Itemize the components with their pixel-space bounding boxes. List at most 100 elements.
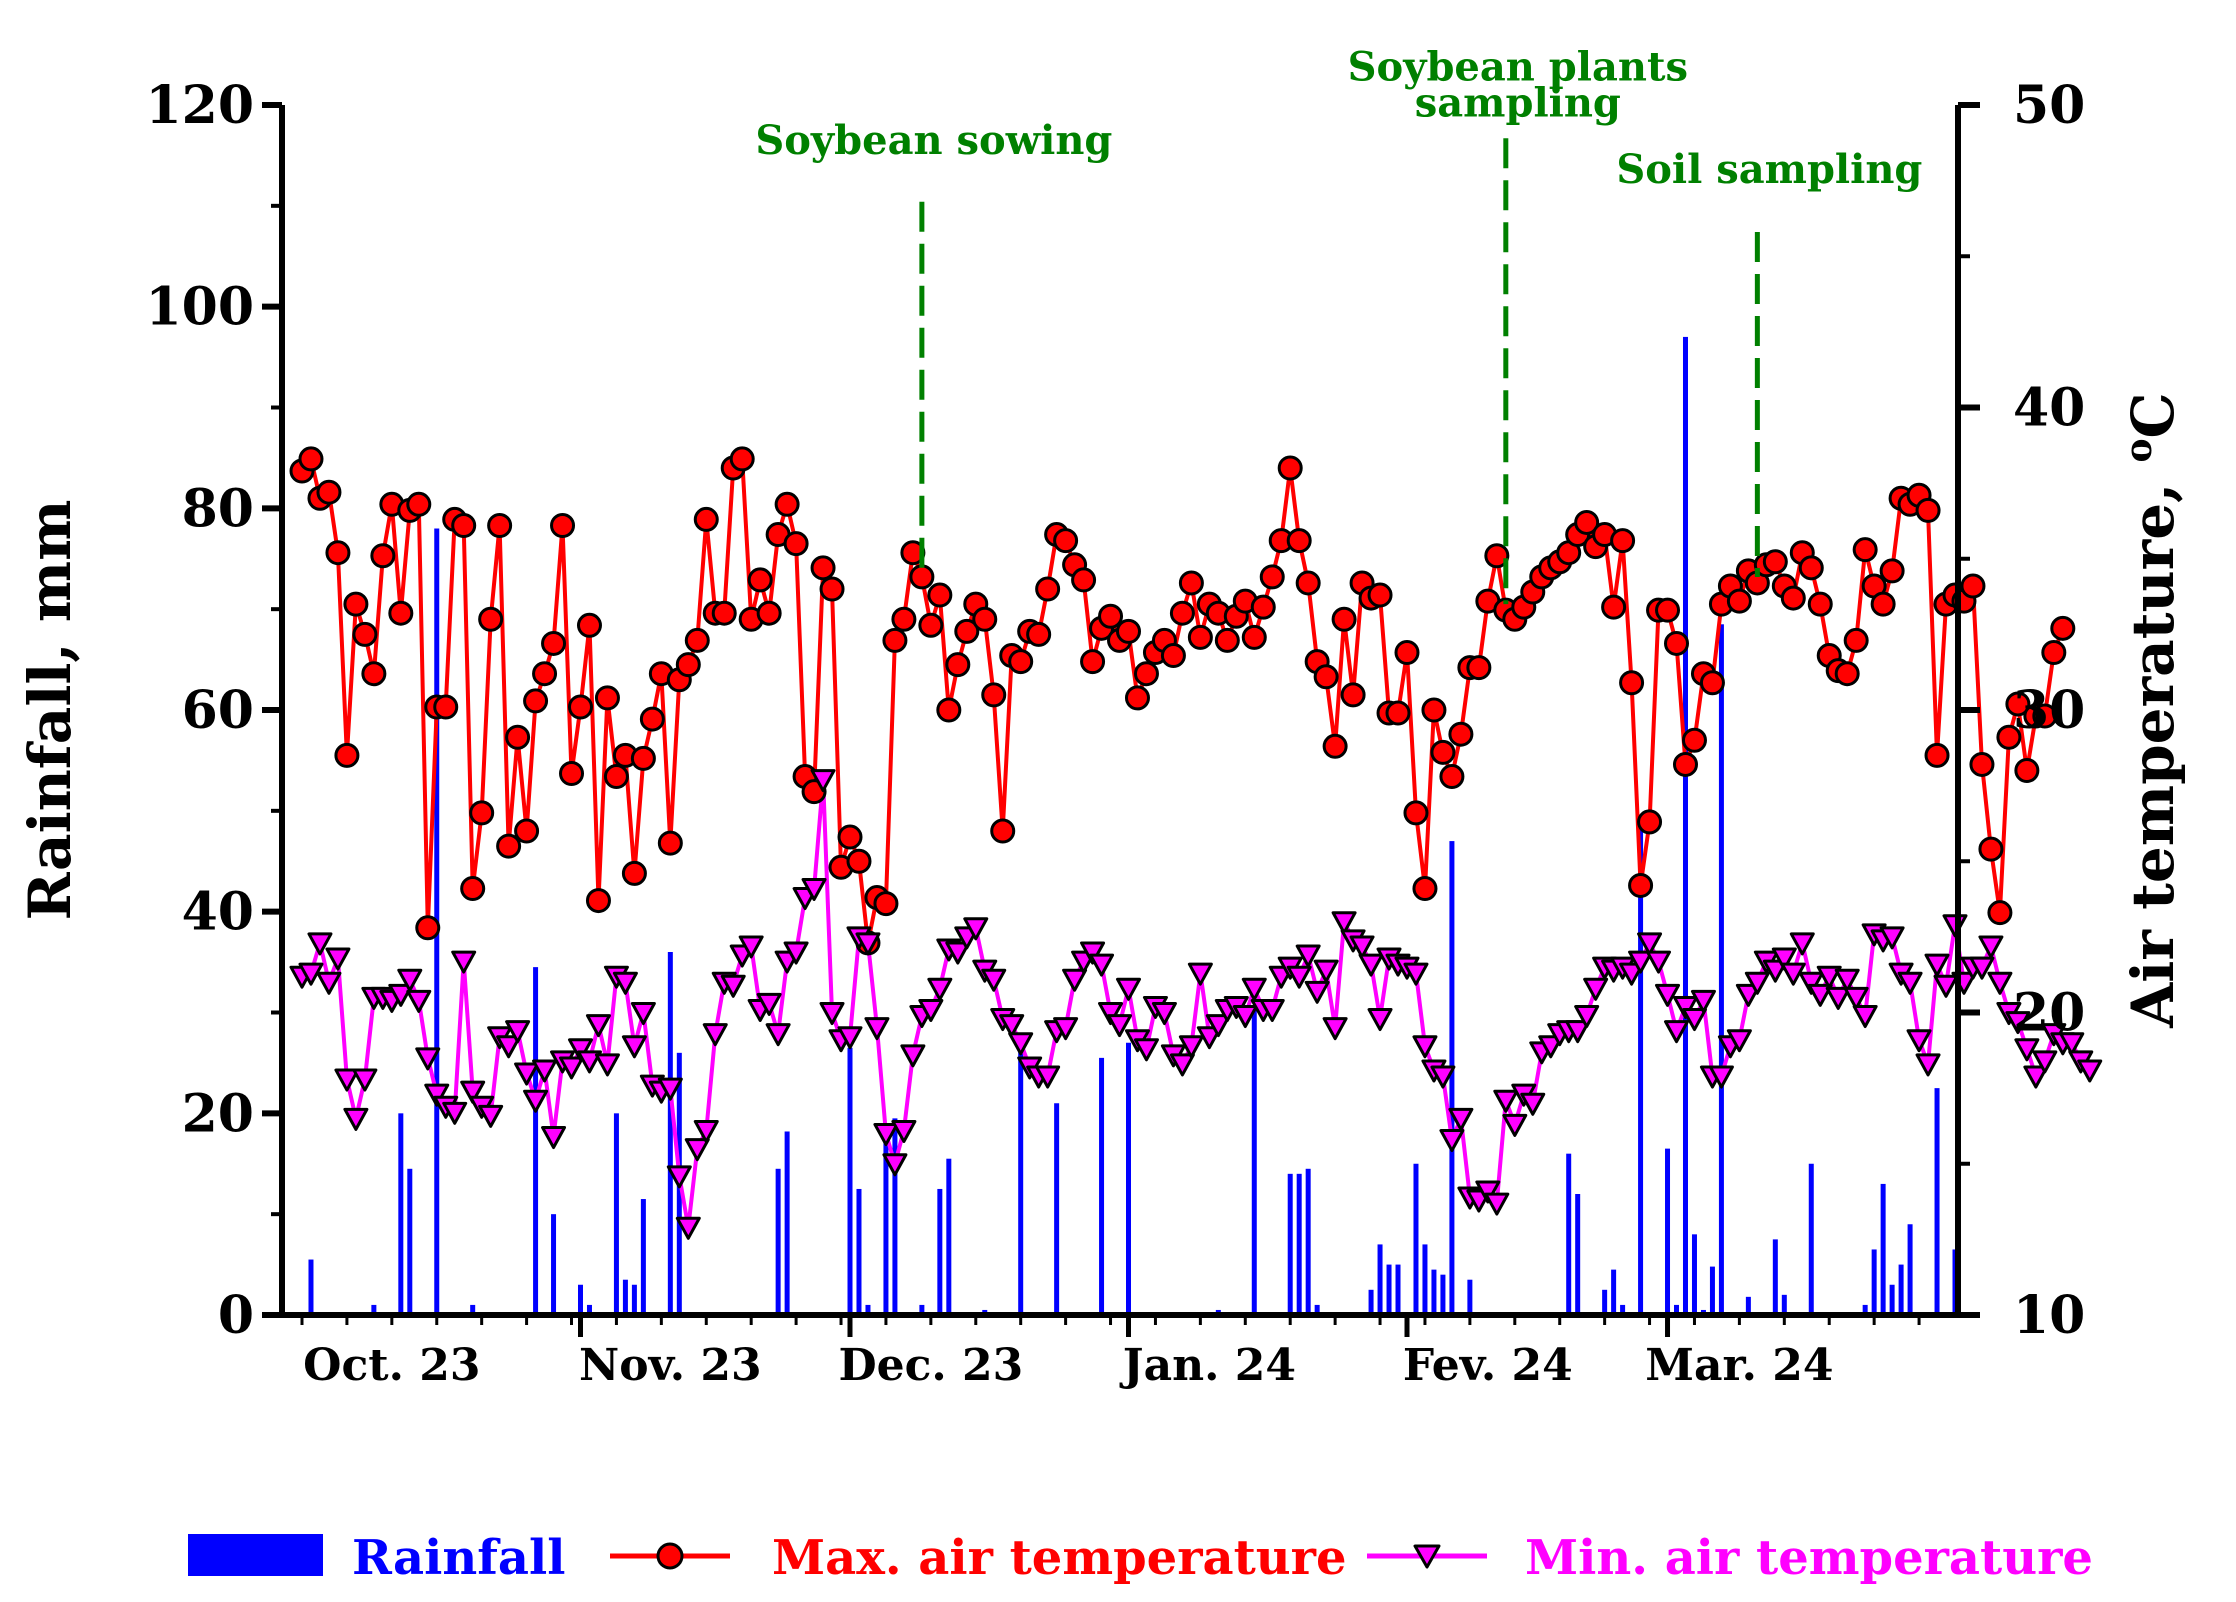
max-temp-point [1879,558,1905,584]
max-temp-point [406,491,432,517]
min-temp-point [1664,1020,1690,1044]
min-temp-point [532,1059,558,1083]
max-temp-point [621,860,647,886]
min-temp-point [1574,1005,1600,1029]
max-temp-point [1430,739,1456,765]
min-temp-point [2032,1050,2058,1074]
max-temp-point [1412,875,1438,901]
right-tick-label: 10 [2013,1285,2085,1346]
min-temp-point [1035,1065,1061,1089]
right-axis-unit: C [2119,392,2187,438]
rainfall-bar [1449,841,1455,1315]
min-temp-point [873,1123,899,1146]
max-temp-point [1169,600,1195,626]
max-temp-point [1367,582,1393,608]
max-temp-point [1080,649,1106,675]
min-temp-point [918,998,944,1022]
x-month-label: Jan. 24 [1119,1340,1296,1391]
max-temp-point [783,531,809,557]
max-temp-point [1924,742,1950,768]
min-temp-point [2077,1059,2103,1083]
rainfall-bar [775,1168,781,1315]
x-month-label: Mar. 24 [1645,1340,1833,1391]
max-temp-point [747,567,773,593]
min-temp-point [1008,1032,1034,1056]
max-temp-point [810,555,836,581]
min-temp-point [1187,962,1213,986]
max-temp-point [541,630,567,656]
right-axis-ticks: 10 20 30 40 50 [1958,75,2085,1346]
max-temp-point [882,627,908,653]
max-temp-point [352,621,378,647]
min-temp-point [891,1119,917,1143]
max-temp-point [1331,606,1357,632]
min-temp-point [801,877,827,901]
rainfall-bar [1620,1304,1626,1315]
rainfall-bar [1054,1103,1060,1315]
rainfall-bar [1287,1173,1293,1315]
rainfall-bar [577,1284,583,1315]
rainfall-bar [1566,1153,1572,1315]
legend-min-label: Min. air temperature [1525,1530,2093,1586]
min-temp-point [1834,968,1860,992]
min-temp-point [424,1083,450,1107]
rainfall-bar [407,1168,413,1315]
max-temp-point [1250,594,1276,620]
min-temp-point [307,932,333,956]
rainfall-bar [1018,1032,1024,1315]
min-temp-point [1672,995,1698,1019]
rainfall-bar [883,1133,889,1315]
min-temp-point [864,1017,890,1041]
max-temp-point [460,875,486,901]
min-temp-point [1583,977,1609,1001]
max-temp-point [415,915,441,941]
max-temp-point [1726,588,1752,614]
rainfall-bar [1889,1284,1895,1315]
min-temp-point [675,1216,701,1240]
rainfall-bar [1682,336,1688,1316]
max-temp-point [567,694,593,720]
min-temp-point [783,941,809,965]
left-tick-label: 40 [182,882,254,943]
max-temp-point [1340,682,1366,708]
rainfall-bar [1772,1239,1778,1315]
max-temp-point [990,818,1016,844]
min-temp-point [999,1014,1025,1038]
rainfall-bar [1413,1163,1419,1315]
min-temp-point [1897,971,1923,995]
min-temp-point [2023,1065,2049,1089]
max-temp-point [1053,528,1079,554]
rainfall-bar [1691,1234,1697,1315]
min-temp-point [684,1138,710,1162]
max-temp-point [2014,758,2040,783]
min-temp-point [1969,956,1995,980]
min-temp-point [2059,1032,2085,1056]
rainfall-bar [631,1284,637,1315]
legend-rainfall-label: Rainfall [352,1530,565,1586]
min-temp-point [1502,1113,1528,1137]
max-temp-point [505,724,531,750]
max-temp-point [469,800,495,826]
min-temp-point [981,968,1007,992]
max-temp-point [1987,900,2013,926]
max-temp-point [837,824,863,850]
min-temp-point [478,1104,504,1128]
rainfall-bar [1099,1057,1105,1315]
min-temp-point [1430,1065,1456,1089]
min-temp-point [567,1038,593,1062]
min-temp-point [1735,983,1761,1007]
rainfall-bar [1395,1264,1401,1315]
max-temp-point [873,891,899,917]
min-temp-point [1439,1129,1465,1153]
min-temp-point [1358,953,1384,977]
rainfall-bar [1431,1269,1437,1315]
max-temp-point [1672,751,1698,777]
min-temp-point [927,977,953,1001]
rainfall-bar [1718,624,1724,1315]
max-temp-point [1241,624,1267,650]
min-temp-point [1295,944,1321,968]
max-temp-point [756,600,782,626]
rainfall-bar [1611,1269,1617,1315]
